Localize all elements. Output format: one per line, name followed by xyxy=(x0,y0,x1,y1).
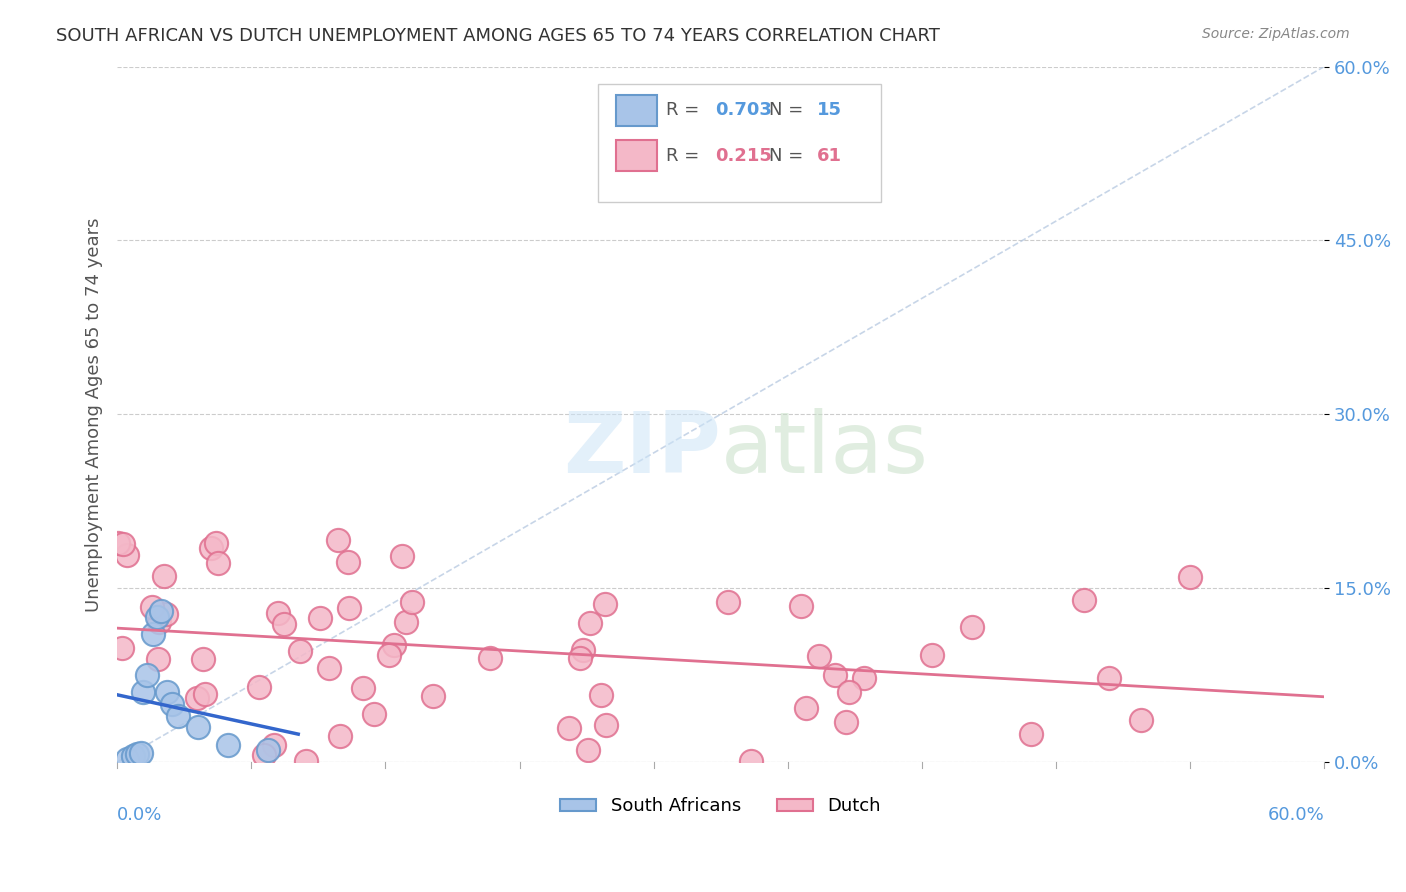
Legend: South Africans, Dutch: South Africans, Dutch xyxy=(553,790,889,822)
Text: ZIP: ZIP xyxy=(562,408,721,491)
Point xyxy=(117,751,139,765)
Point xyxy=(329,729,352,743)
Point xyxy=(578,615,600,630)
Point xyxy=(824,667,846,681)
Point xyxy=(395,615,418,629)
Point xyxy=(576,743,599,757)
Point xyxy=(193,688,215,702)
Point xyxy=(146,651,169,665)
Point xyxy=(336,555,359,569)
Point xyxy=(558,721,581,735)
Point xyxy=(308,611,330,625)
Point xyxy=(363,706,385,721)
Point xyxy=(200,541,222,555)
Text: R =: R = xyxy=(666,102,706,120)
Point xyxy=(160,697,183,711)
Point xyxy=(253,747,276,762)
Text: 0.703: 0.703 xyxy=(714,102,772,120)
Point xyxy=(132,685,155,699)
Point xyxy=(1178,570,1201,584)
Point xyxy=(112,537,135,551)
Point xyxy=(589,688,612,702)
Point xyxy=(1098,671,1121,685)
Point xyxy=(740,754,762,768)
Point xyxy=(337,600,360,615)
Point xyxy=(187,720,209,734)
Point xyxy=(834,714,856,729)
Point xyxy=(166,708,188,723)
Point xyxy=(186,690,208,705)
Point xyxy=(141,599,163,614)
Point xyxy=(593,597,616,611)
Point xyxy=(1073,592,1095,607)
Text: 15: 15 xyxy=(817,102,842,120)
Point xyxy=(107,536,129,550)
Point xyxy=(205,535,228,549)
Text: Source: ZipAtlas.com: Source: ZipAtlas.com xyxy=(1202,27,1350,41)
FancyBboxPatch shape xyxy=(616,95,657,126)
Point xyxy=(595,718,617,732)
Point xyxy=(122,749,145,764)
Point xyxy=(191,652,214,666)
Point xyxy=(156,685,179,699)
Point xyxy=(1019,727,1042,741)
Point xyxy=(273,617,295,632)
Text: atlas: atlas xyxy=(721,408,929,491)
Point xyxy=(1130,713,1153,727)
FancyBboxPatch shape xyxy=(616,140,657,171)
FancyBboxPatch shape xyxy=(598,84,882,202)
Point xyxy=(288,643,311,657)
Point xyxy=(571,643,593,657)
Point xyxy=(131,746,153,760)
Point xyxy=(921,648,943,663)
Point xyxy=(247,680,270,694)
Text: 0.0%: 0.0% xyxy=(117,806,163,824)
Point xyxy=(960,620,983,634)
Text: 60.0%: 60.0% xyxy=(1267,806,1324,824)
Point xyxy=(569,651,592,665)
Point xyxy=(207,556,229,570)
Point xyxy=(808,648,831,663)
Point xyxy=(217,738,239,752)
Point xyxy=(353,681,375,695)
Point xyxy=(257,743,280,757)
Point xyxy=(117,548,139,562)
Point xyxy=(838,685,860,699)
Text: N =: N = xyxy=(769,146,808,165)
Point xyxy=(294,754,316,768)
Point xyxy=(267,606,290,620)
Point xyxy=(148,615,170,629)
Text: 61: 61 xyxy=(817,146,842,165)
Point xyxy=(110,640,132,655)
Text: N =: N = xyxy=(769,102,808,120)
Point xyxy=(152,568,174,582)
Point xyxy=(378,648,401,662)
Point xyxy=(142,627,165,641)
Point xyxy=(318,661,340,675)
Text: R =: R = xyxy=(666,146,711,165)
Point xyxy=(263,738,285,752)
Point xyxy=(127,747,149,761)
Text: 0.215: 0.215 xyxy=(714,146,772,165)
Text: SOUTH AFRICAN VS DUTCH UNEMPLOYMENT AMONG AGES 65 TO 74 YEARS CORRELATION CHART: SOUTH AFRICAN VS DUTCH UNEMPLOYMENT AMON… xyxy=(56,27,941,45)
Point xyxy=(852,671,875,685)
Point xyxy=(136,668,159,682)
Point xyxy=(794,700,817,714)
Point xyxy=(790,599,813,613)
Point xyxy=(384,638,406,652)
Point xyxy=(155,607,177,622)
Point xyxy=(328,533,350,547)
Y-axis label: Unemployment Among Ages 65 to 74 years: Unemployment Among Ages 65 to 74 years xyxy=(86,217,103,612)
Point xyxy=(146,610,169,624)
Point xyxy=(150,604,173,618)
Point xyxy=(422,690,444,704)
Point xyxy=(479,650,502,665)
Point xyxy=(717,595,740,609)
Point xyxy=(391,549,413,563)
Point xyxy=(401,595,423,609)
